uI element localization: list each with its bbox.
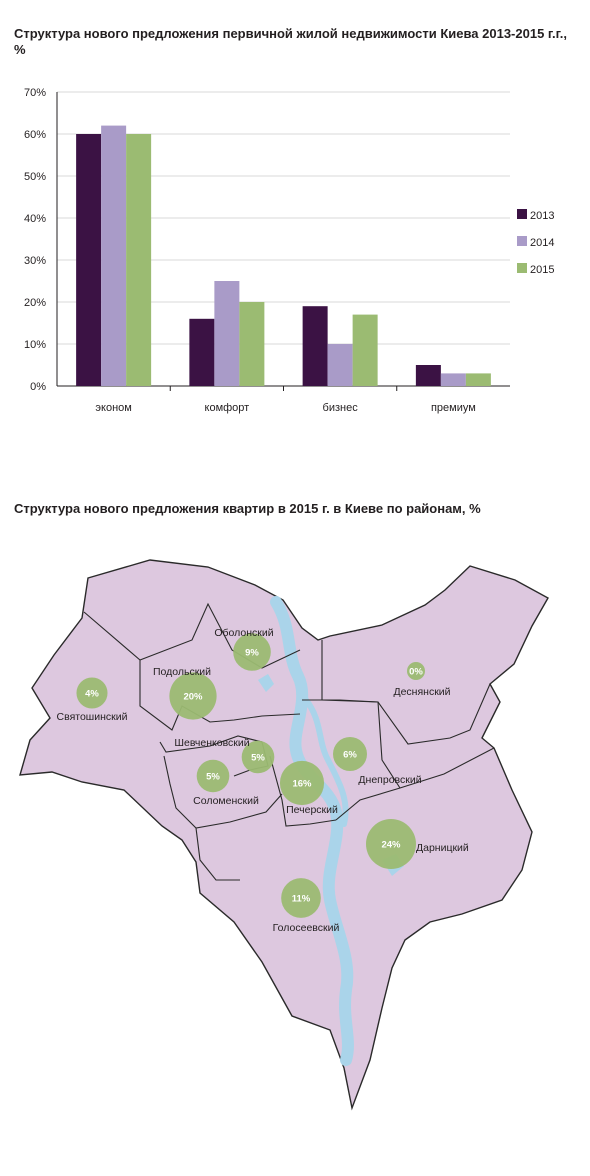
river-branch [303,697,349,827]
district-value: 11% [292,894,311,905]
border-dnipro [302,699,495,789]
x-tick-label: комфорт [205,402,250,414]
x-tick-label: эконом [95,402,131,414]
border-holosiiv [195,827,240,881]
bar-2013 [302,306,328,386]
y-tick-label: 0% [30,381,46,393]
y-tick-label: 10% [24,339,46,351]
district-bubble [366,819,416,869]
district-bubble [76,677,108,709]
district-overlay: 9% Оболонский 0% Деснянский 20% Подольский 4% С… [57,627,469,934]
map-title: Структура нового предложения квартир в 2… [14,501,481,516]
bar-chart: 0% 10% 20% 30% 40% 50% 60% 70% эконом комфорт бизн… [24,87,555,414]
bar-2013 [415,365,441,386]
district-value: 4% [85,689,99,700]
kyiv-boundary [19,559,549,1111]
bar-2013 [189,318,215,386]
district-bubble [169,672,217,720]
district-bubble [241,740,275,774]
lake-north [258,674,274,692]
district-value: 16% [292,779,312,790]
district-value: 5% [206,772,220,783]
y-tick-label: 50% [24,171,46,183]
legend-swatch [517,209,527,219]
chart-title: Структура нового предложения первичной ж… [14,26,567,57]
y-tick-label: 40% [24,213,46,225]
bar-2015 [126,134,152,386]
y-tick-label: 70% [24,87,46,99]
district-value: 20% [183,692,203,703]
district-name: Оболонский [214,627,273,639]
district-value: 9% [245,648,259,659]
district-name: Соломенский [193,795,259,807]
bar-2015 [239,302,265,386]
border-pechersk [269,755,337,827]
bar-2014 [101,125,127,386]
legend-label: 2013 [530,210,554,222]
district-name: Святошинский [57,711,128,723]
y-tick-label: 20% [24,297,46,309]
river-path [270,596,354,1066]
x-tick-label: бизнес [323,402,359,414]
bar-2015 [465,373,491,386]
district-name: Дарницкий [416,842,469,854]
district-value: 24% [381,840,401,851]
district-value: 0% [409,667,423,678]
district-name: Шевченковский [174,737,249,749]
y-tick-label: 60% [24,129,46,141]
district-bubble [233,633,271,671]
district-name: Печерский [286,804,338,816]
district-name: Деснянский [393,686,450,698]
bar-2014 [440,373,466,386]
legend-swatch [517,263,527,273]
district-bubble [196,759,230,793]
legend-swatch [517,236,527,246]
border-darnytsia [335,787,401,821]
bar-2014 [327,344,353,386]
district-bubble [407,662,425,680]
district-name: Голосеевский [273,922,340,934]
district-name: Днепровский [358,774,421,786]
district-map: 9% Оболонский 0% Деснянский 20% Подольский 4% С… [19,559,549,1111]
district-bubble [279,760,325,806]
city-outline [19,559,549,1111]
district-value: 6% [343,750,357,761]
district-bubble [281,878,321,918]
bar-2013 [76,134,102,386]
legend-label: 2015 [530,264,554,276]
district-value: 5% [251,753,265,764]
bar-2014 [214,281,240,386]
district-bubble [333,737,367,771]
y-tick-label: 30% [24,255,46,267]
legend-label: 2014 [530,237,554,249]
district-name: Подольский [153,666,211,678]
x-tick-label: премиум [431,402,476,414]
bar-2015 [352,314,378,386]
